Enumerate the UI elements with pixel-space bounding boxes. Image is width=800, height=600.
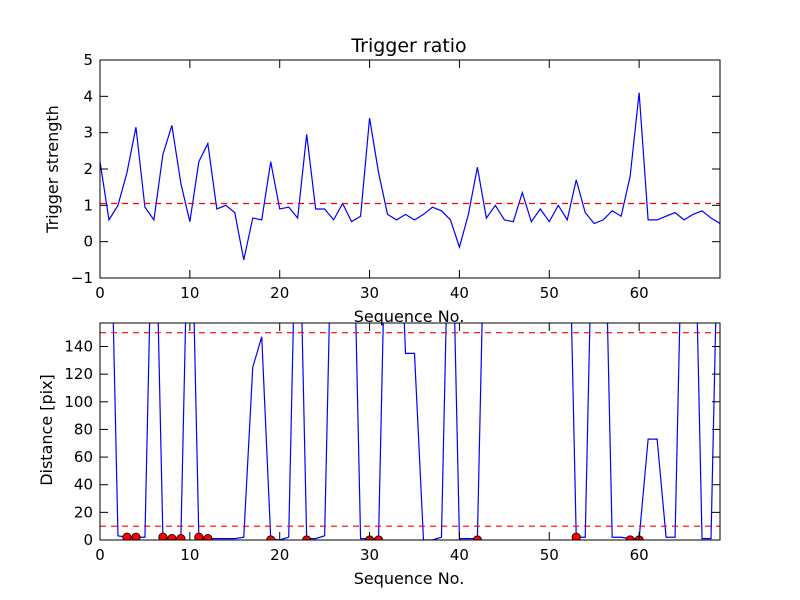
- trigger-y-tick-label: 3: [83, 124, 93, 142]
- trigger-x-tick-label: 50: [540, 284, 559, 302]
- distance-marker-point: [131, 532, 141, 540]
- distance-x-tick-label: 20: [270, 546, 289, 564]
- distance-y-tick-label: 40: [74, 476, 93, 494]
- distance-x-tick-label: 30: [360, 546, 379, 564]
- trigger-y-tick-label: 0: [83, 233, 93, 251]
- distance-x-tick-label: 10: [180, 546, 199, 564]
- distance-marker-point: [167, 534, 177, 540]
- distance-x-tick-label: 60: [630, 546, 649, 564]
- trigger-series-line: [100, 92, 720, 260]
- trigger-y-tick-label: −1: [71, 269, 93, 287]
- distance-y-axis-label: Distance [pix]: [37, 374, 56, 486]
- distance-x-axis-label: Sequence No.: [354, 569, 465, 588]
- trigger-y-tick-label: 4: [83, 87, 93, 105]
- distance-x-tick-label: 50: [540, 546, 559, 564]
- distance-marker-point: [158, 532, 168, 540]
- trigger-y-tick-label: 2: [83, 160, 93, 178]
- trigger-x-axis-label: Sequence No.: [354, 307, 465, 326]
- trigger-x-tick-label: 30: [360, 284, 379, 302]
- distance-y-tick-label: 100: [64, 393, 93, 411]
- trigger-x-tick-label: 10: [180, 284, 199, 302]
- distance-axis-ticks: 0 10 20 30 40 50 60 0 20 40 60 80 100 120 140: [64, 323, 720, 564]
- distance-y-tick-label: 120: [64, 365, 93, 383]
- distance-y-tick-label: 20: [74, 503, 93, 521]
- trigger-x-tick-label: 60: [630, 284, 649, 302]
- distance-plot-frame: [99, 322, 721, 541]
- distance-y-tick-label: 140: [64, 337, 93, 355]
- distance-marker-point: [203, 534, 213, 540]
- distance-x-tick-label: 0: [95, 546, 105, 564]
- distance-marker-point: [122, 532, 132, 540]
- distance-marker-point: [176, 534, 186, 540]
- trigger-y-axis-label: Trigger strength: [43, 105, 62, 234]
- trigger-y-tick-label: 5: [83, 51, 93, 69]
- chart-title: Trigger ratio: [350, 35, 466, 57]
- distance-x-tick-label: 40: [450, 546, 469, 564]
- distance-chart: 0 10 20 30 40 50 60 0 20 40 60 80 100 120 140 Sequence…: [37, 322, 721, 588]
- trigger-x-tick-label: 20: [270, 284, 289, 302]
- trigger-x-tick-label: 0: [95, 284, 105, 302]
- distance-marker-point: [194, 532, 204, 540]
- distance-marker-point: [571, 532, 581, 540]
- trigger-y-tick-label: 1: [83, 196, 93, 214]
- trigger-plot-area: [100, 92, 720, 260]
- trigger-x-tick-label: 40: [450, 284, 469, 302]
- distance-y-tick-label: 80: [74, 420, 93, 438]
- distance-y-tick-label: 60: [74, 448, 93, 466]
- distance-y-tick-label: 0: [83, 531, 93, 549]
